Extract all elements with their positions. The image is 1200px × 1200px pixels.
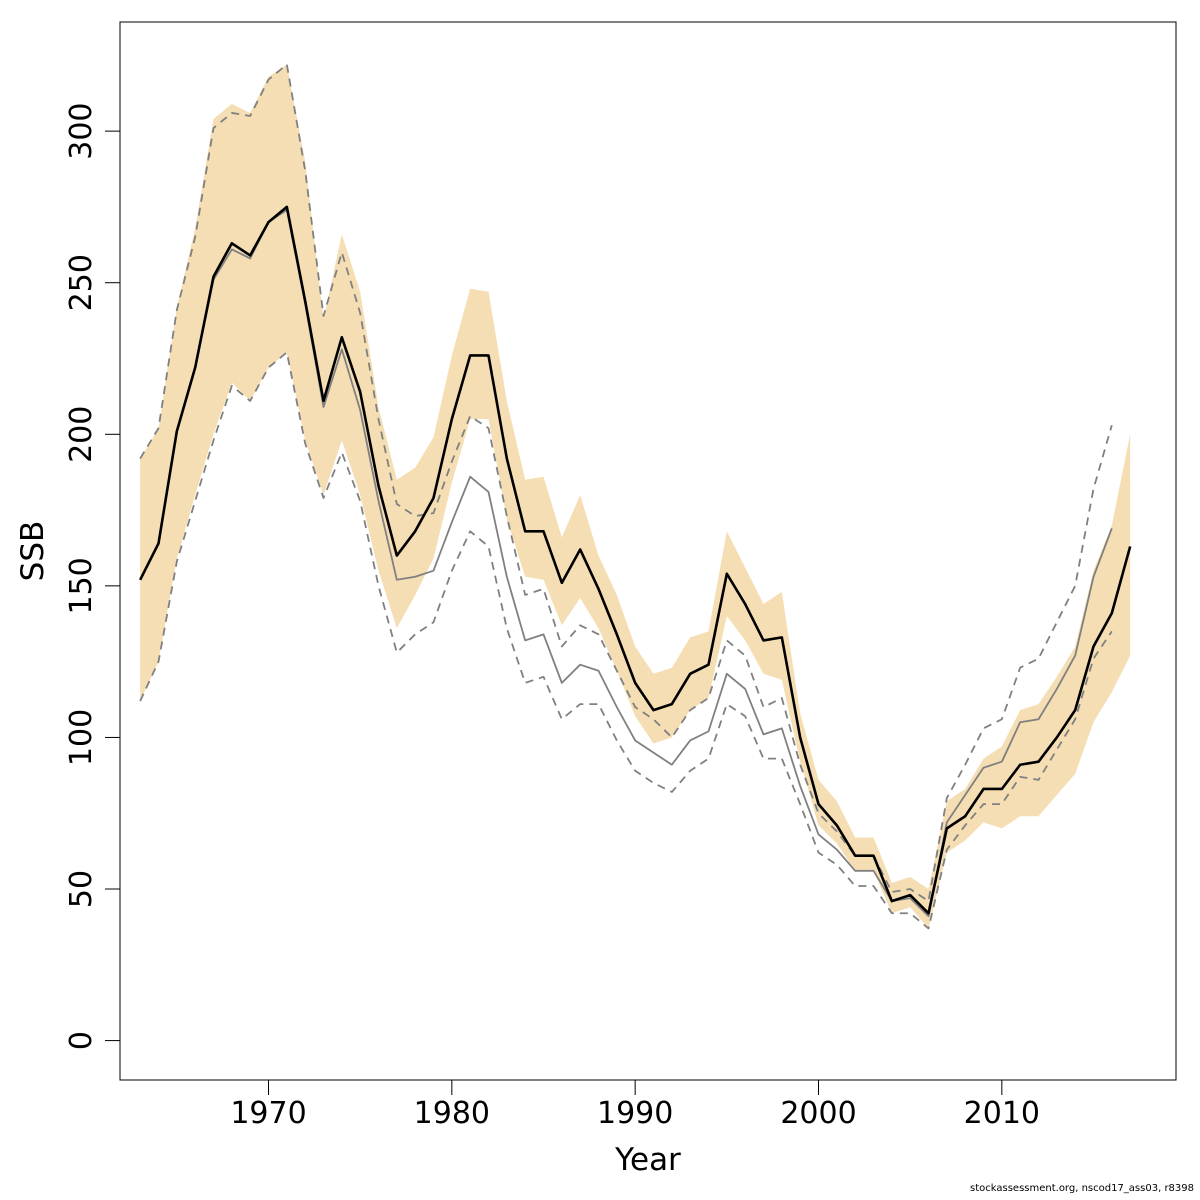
x-tick-label: 2000 (780, 1096, 856, 1131)
x-tick-label: 1980 (414, 1096, 490, 1131)
x-tick-label: 1990 (597, 1096, 673, 1131)
y-tick-label: 150 (64, 557, 99, 614)
y-tick-label: 300 (64, 103, 99, 160)
x-tick-label: 2010 (964, 1096, 1040, 1131)
x-tick-label: 1970 (230, 1096, 306, 1131)
y-tick-label: 100 (64, 709, 99, 766)
confidence-band-area (140, 64, 1131, 929)
x-axis-title: Year (614, 1142, 681, 1178)
axes: 1970 1980 1990 2000 2010 0 50 100 150 200 250 300 (64, 103, 1040, 1131)
y-tick-label: 250 (64, 254, 99, 311)
current-ssb-line (139, 205, 1132, 915)
confidence-band (140, 64, 1131, 929)
footer-credit: stockassessment.org, nscod17_ass03, r839… (970, 1183, 1194, 1194)
y-tick-label: 200 (64, 406, 99, 463)
y-tick-label: 0 (64, 1031, 99, 1050)
y-axis-title: SSB (15, 521, 51, 582)
previous-lower-line (139, 351, 1113, 930)
y-tick-label: 50 (64, 870, 99, 908)
series-lines (139, 63, 1132, 930)
previous-upper-line (139, 63, 1113, 903)
